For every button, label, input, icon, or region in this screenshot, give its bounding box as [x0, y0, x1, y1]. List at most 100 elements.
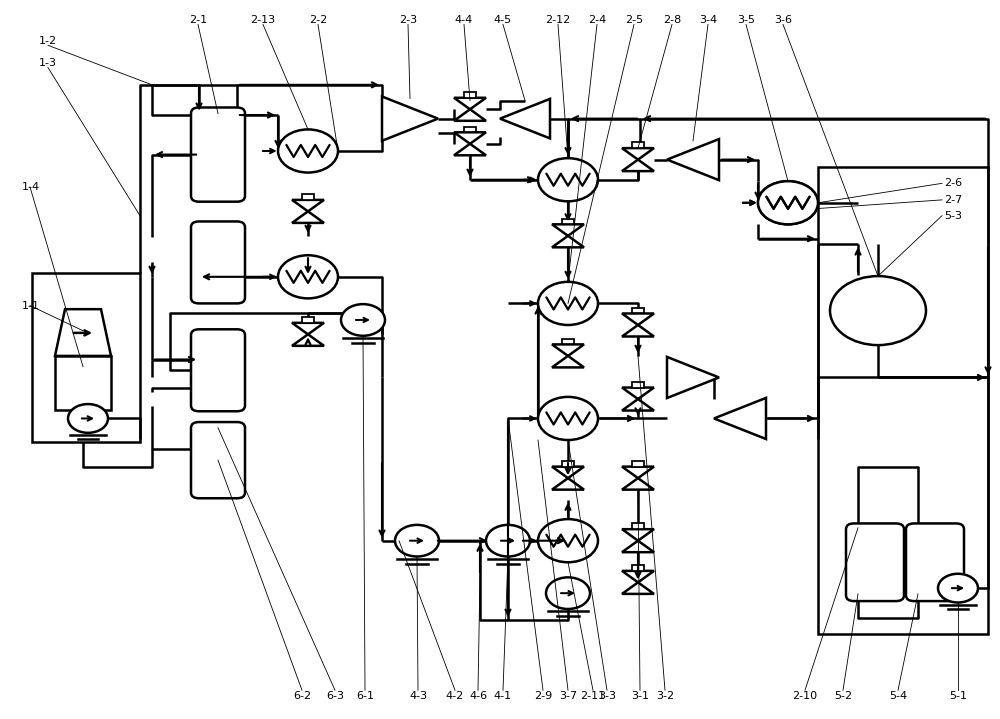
Circle shape — [538, 397, 598, 440]
Polygon shape — [552, 344, 584, 356]
Circle shape — [68, 404, 108, 433]
Bar — [632, 565, 644, 571]
Circle shape — [278, 255, 338, 298]
Polygon shape — [552, 467, 584, 478]
Text: 3-6: 3-6 — [774, 15, 792, 25]
Circle shape — [546, 577, 590, 609]
Text: 2-10: 2-10 — [792, 691, 818, 701]
Text: 2-4: 2-4 — [588, 15, 606, 25]
FancyBboxPatch shape — [846, 523, 904, 601]
Text: 2-6: 2-6 — [944, 178, 962, 188]
Text: 4-4: 4-4 — [455, 15, 473, 25]
Text: 4-1: 4-1 — [494, 691, 512, 701]
Text: 2-5: 2-5 — [625, 15, 643, 25]
Bar — [464, 92, 476, 98]
Text: 5-3: 5-3 — [944, 211, 962, 221]
Bar — [632, 461, 644, 467]
Polygon shape — [552, 236, 584, 247]
Circle shape — [486, 525, 530, 557]
Polygon shape — [622, 148, 654, 160]
Circle shape — [341, 304, 385, 336]
Text: 5-1: 5-1 — [949, 691, 967, 701]
Bar — [632, 523, 644, 529]
Text: 3-4: 3-4 — [699, 15, 717, 25]
Text: 2-3: 2-3 — [399, 15, 417, 25]
Polygon shape — [454, 109, 486, 121]
Bar — [818, 167, 988, 634]
Text: 3-3: 3-3 — [598, 691, 616, 701]
Text: 2-7: 2-7 — [944, 195, 962, 205]
Bar — [302, 317, 314, 323]
Polygon shape — [552, 478, 584, 490]
Bar — [632, 382, 644, 388]
Circle shape — [758, 181, 818, 224]
Polygon shape — [382, 96, 438, 141]
Text: 5-2: 5-2 — [834, 691, 852, 701]
Polygon shape — [552, 224, 584, 236]
Polygon shape — [292, 323, 324, 334]
Text: 5-4: 5-4 — [889, 691, 907, 701]
Bar — [464, 127, 476, 132]
FancyBboxPatch shape — [191, 108, 245, 201]
Circle shape — [830, 276, 926, 345]
Polygon shape — [622, 478, 654, 490]
Polygon shape — [622, 529, 654, 541]
Text: 2-13: 2-13 — [250, 15, 276, 25]
Polygon shape — [714, 398, 766, 439]
Text: 2-9: 2-9 — [534, 691, 552, 701]
Text: 4-6: 4-6 — [469, 691, 487, 701]
Circle shape — [938, 574, 978, 603]
Text: 3-7: 3-7 — [559, 691, 577, 701]
Polygon shape — [500, 99, 550, 139]
Polygon shape — [454, 98, 486, 109]
Text: 1-3: 1-3 — [39, 58, 57, 68]
Polygon shape — [552, 356, 584, 367]
Circle shape — [538, 282, 598, 325]
Polygon shape — [622, 399, 654, 411]
Text: 4-3: 4-3 — [409, 691, 427, 701]
Text: 2-2: 2-2 — [309, 15, 327, 25]
Polygon shape — [292, 200, 324, 211]
Polygon shape — [55, 309, 111, 356]
Bar — [632, 142, 644, 148]
FancyBboxPatch shape — [191, 329, 245, 411]
Polygon shape — [622, 582, 654, 594]
Polygon shape — [667, 139, 719, 180]
Text: 1-1: 1-1 — [22, 301, 40, 311]
Polygon shape — [667, 357, 719, 398]
FancyBboxPatch shape — [191, 422, 245, 498]
Text: 6-2: 6-2 — [293, 691, 311, 701]
Polygon shape — [292, 211, 324, 223]
Circle shape — [395, 525, 439, 557]
Bar — [562, 339, 574, 344]
Polygon shape — [622, 325, 654, 336]
Bar — [562, 219, 574, 224]
Bar — [632, 308, 644, 313]
Polygon shape — [454, 144, 486, 155]
Polygon shape — [292, 334, 324, 346]
Text: 2-1: 2-1 — [189, 15, 207, 25]
Bar — [302, 194, 314, 200]
Text: 2-12: 2-12 — [545, 15, 571, 25]
Text: 4-5: 4-5 — [494, 15, 512, 25]
Text: 1-4: 1-4 — [22, 182, 40, 192]
Bar — [55, 356, 111, 410]
Text: 3-2: 3-2 — [656, 691, 674, 701]
FancyBboxPatch shape — [906, 523, 964, 601]
Text: 3-1: 3-1 — [631, 691, 649, 701]
FancyBboxPatch shape — [191, 221, 245, 303]
Polygon shape — [454, 132, 486, 144]
Polygon shape — [622, 571, 654, 582]
Bar — [562, 461, 574, 467]
Text: 4-2: 4-2 — [446, 691, 464, 701]
Text: 2-11: 2-11 — [580, 691, 606, 701]
Circle shape — [538, 519, 598, 562]
Circle shape — [538, 158, 598, 201]
Text: 6-1: 6-1 — [356, 691, 374, 701]
Text: 3-5: 3-5 — [737, 15, 755, 25]
Bar — [32, 273, 140, 442]
Text: 2-8: 2-8 — [663, 15, 681, 25]
Polygon shape — [622, 160, 654, 171]
Polygon shape — [622, 541, 654, 552]
Polygon shape — [622, 388, 654, 399]
